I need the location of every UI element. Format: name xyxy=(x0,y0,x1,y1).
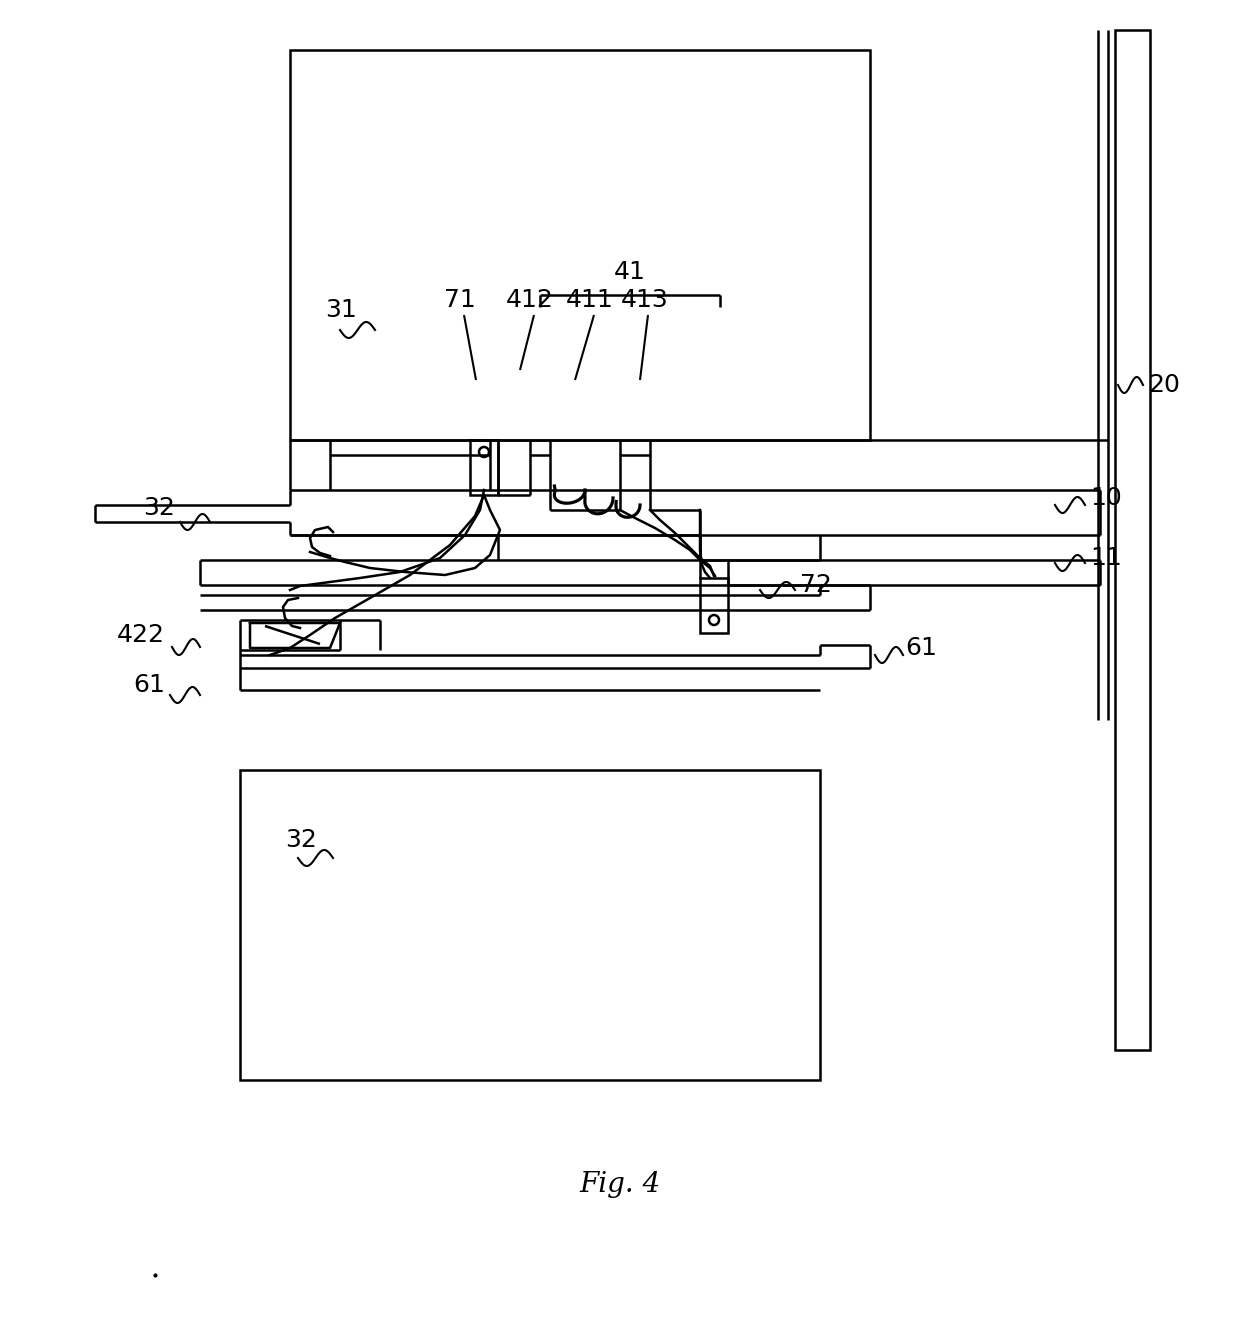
Polygon shape xyxy=(250,623,340,648)
Text: 412: 412 xyxy=(506,288,554,312)
Bar xyxy=(241,770,820,1080)
Bar xyxy=(1115,30,1149,1049)
Bar xyxy=(290,50,870,440)
Text: 413: 413 xyxy=(621,288,668,312)
Text: 41: 41 xyxy=(614,260,646,284)
Text: 71: 71 xyxy=(444,288,476,312)
Text: 61: 61 xyxy=(905,636,937,660)
Text: 32: 32 xyxy=(143,496,175,520)
Text: 31: 31 xyxy=(325,298,357,322)
Text: 20: 20 xyxy=(1148,374,1180,397)
Bar xyxy=(701,578,728,634)
Text: 61: 61 xyxy=(133,673,165,697)
Text: 10: 10 xyxy=(1090,486,1122,510)
Text: Fig. 4: Fig. 4 xyxy=(579,1172,661,1199)
Text: 411: 411 xyxy=(567,288,614,312)
Text: 32: 32 xyxy=(285,828,317,851)
Text: 72: 72 xyxy=(800,573,832,597)
Bar xyxy=(470,440,498,495)
Text: 422: 422 xyxy=(117,623,165,647)
Text: 11: 11 xyxy=(1090,546,1122,570)
